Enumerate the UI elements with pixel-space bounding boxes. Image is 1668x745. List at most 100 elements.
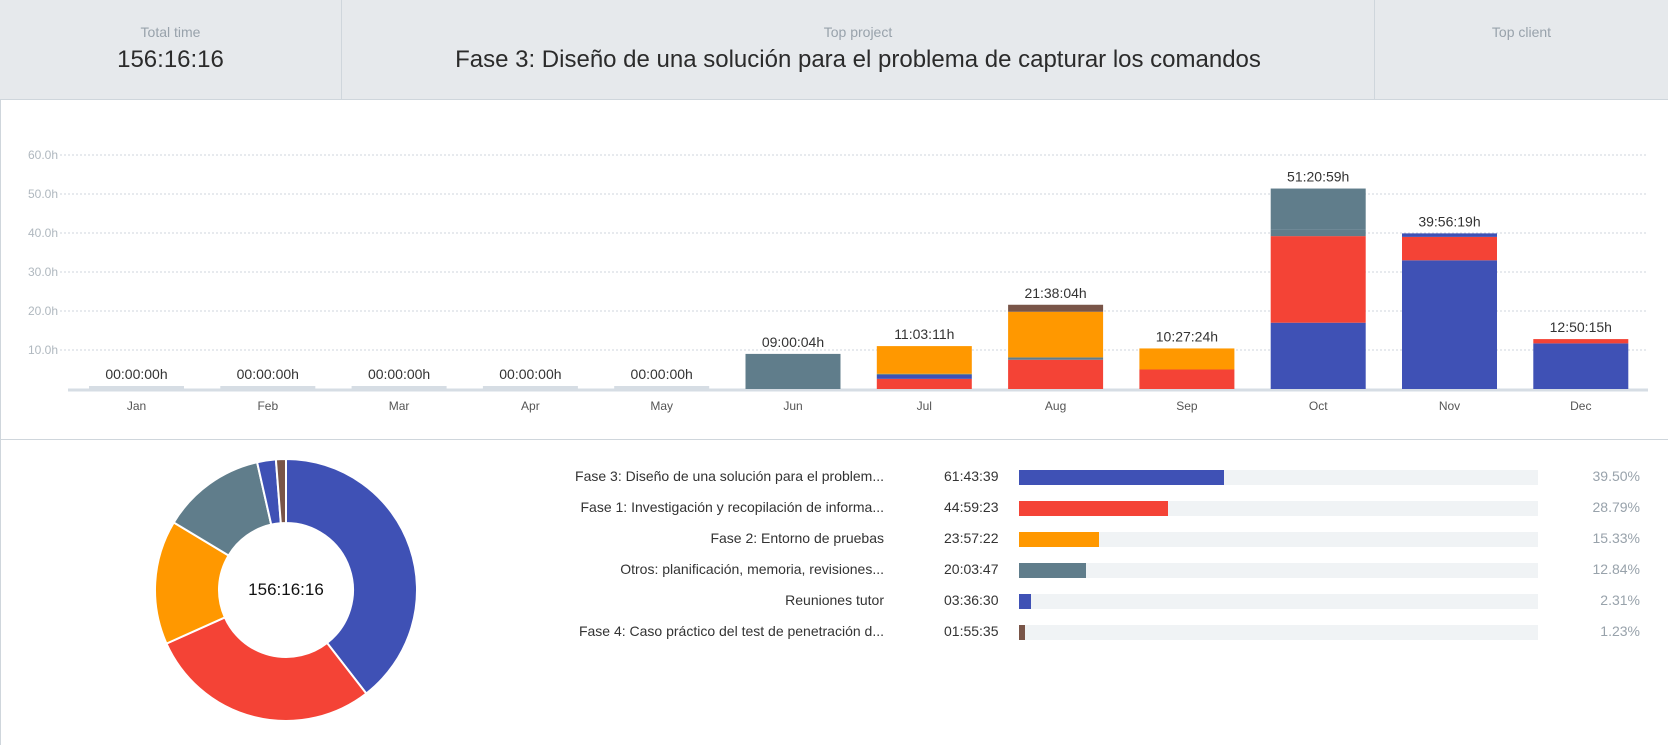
- donut-slice: [285, 457, 418, 695]
- project-percent: 15.33%: [1592, 530, 1640, 546]
- bar-empty: [614, 386, 710, 389]
- bar-segment: [1402, 233, 1497, 237]
- project-name: Fase 3: Diseño de una solución para el p…: [575, 468, 884, 484]
- bar-segment: [1139, 348, 1235, 370]
- project-name: Fase 2: Entorno de pruebas: [710, 530, 884, 546]
- y-tick-label: 20.0h: [28, 304, 58, 318]
- project-time: 44:59:23: [944, 499, 999, 515]
- project-progress-fill: [1019, 594, 1031, 609]
- bar-segment: [1402, 236, 1497, 261]
- x-tick-label: Jul: [917, 399, 932, 413]
- project-name: Fase 4: Caso práctico del test de penetr…: [578, 623, 884, 639]
- project-progress-track: [1019, 594, 1538, 609]
- bar-segment: [876, 346, 972, 374]
- monthly-bar-chart: 10.0h 20.0h 30.0h 40.0h 50.0h 60.0h 00:00:00h J…: [28, 148, 1648, 413]
- project-time: 20:03:47: [944, 561, 999, 577]
- x-tick-label: Jan: [127, 399, 146, 413]
- project-name: Fase 1: Investigación y recopilación de …: [580, 499, 885, 515]
- x-tick-label: Sep: [1176, 399, 1198, 413]
- bar-empty: [482, 386, 578, 389]
- project-percent: 12.84%: [1592, 561, 1640, 577]
- bar-empty: [220, 386, 316, 389]
- bar-total-label: 10:27:24h: [1156, 328, 1218, 344]
- bar-segment: [1402, 260, 1497, 389]
- bar-empty: [89, 386, 184, 389]
- bar-segment: [876, 374, 972, 379]
- project-row[interactable]: Fase 2: Entorno de pruebas 23:57:22 15.33%: [0, 522, 1668, 553]
- frame-border: [0, 100, 1, 745]
- project-name: Otros: planificación, memoria, revisione…: [620, 561, 884, 577]
- top-client-card: Top client: [1375, 0, 1668, 100]
- project-percent: 1.23%: [1600, 623, 1640, 639]
- bar-segment: [1270, 322, 1366, 389]
- bar-segment: [1139, 369, 1235, 389]
- x-tick-label: Nov: [1439, 399, 1460, 413]
- bar-total-label: 21:38:04h: [1024, 285, 1086, 301]
- y-tick-label: 40.0h: [28, 226, 58, 240]
- project-row[interactable]: Fase 4: Caso práctico del test de penetr…: [0, 615, 1668, 646]
- y-tick-label: 50.0h: [28, 187, 58, 201]
- bar-segment: [745, 353, 841, 389]
- y-tick-label: 30.0h: [28, 265, 58, 279]
- bar-total-label: 09:00:04h: [762, 334, 824, 350]
- project-progress-fill: [1019, 532, 1099, 547]
- project-progress-track: [1019, 501, 1538, 516]
- bar-total-label: 11:03:11h: [894, 326, 954, 342]
- bar-total-label: 51:20:59h: [1287, 169, 1349, 185]
- bar-segment: [1270, 229, 1366, 237]
- section-divider: [0, 439, 1668, 440]
- project-progress-fill: [1019, 470, 1224, 485]
- x-tick-label: May: [650, 399, 673, 413]
- project-percent: 28.79%: [1592, 499, 1640, 515]
- project-progress-fill: [1019, 625, 1026, 640]
- project-row[interactable]: Reuniones tutor 03:36:30 2.31%: [0, 584, 1668, 615]
- donut-slice: [274, 457, 287, 525]
- bar-segment: [876, 373, 972, 375]
- project-progress-fill: [1019, 563, 1086, 578]
- bar-total-label: 00:00:00h: [631, 366, 693, 382]
- project-progress-track: [1019, 470, 1538, 485]
- total-time-value: 156:16:16: [117, 46, 224, 73]
- donut-slice: [165, 616, 368, 722]
- bar-segment: [876, 378, 972, 389]
- donut-center-total: 156:16:16: [248, 580, 324, 599]
- bar-total-label: 39:56:19h: [1418, 213, 1480, 229]
- top-client-label: Top client: [1491, 24, 1552, 40]
- bar-total-label: 00:00:00h: [499, 366, 561, 382]
- project-progress-track: [1019, 563, 1538, 578]
- summary-bar: Total time 156:16:16 Top project Fase 3:…: [0, 0, 1668, 100]
- project-time: 03:36:30: [944, 592, 999, 608]
- project-percent: 39.50%: [1592, 468, 1640, 484]
- y-tick-label: 60.0h: [28, 148, 58, 162]
- x-tick-label: Aug: [1045, 399, 1066, 413]
- x-tick-label: Feb: [257, 399, 278, 413]
- project-name: Reuniones tutor: [785, 592, 884, 608]
- bar-total-label: 00:00:00h: [368, 366, 430, 382]
- x-tick-label: Mar: [389, 399, 410, 413]
- project-time: 23:57:22: [944, 530, 999, 546]
- x-tick-label: Jun: [783, 399, 802, 413]
- bar-total-label: 00:00:00h: [105, 366, 167, 382]
- y-tick-label: 10.0h: [28, 343, 58, 357]
- top-project-label: Top project: [823, 24, 893, 40]
- x-tick-label: Apr: [521, 399, 540, 413]
- bar-segment: [1008, 357, 1104, 360]
- top-project-value: Fase 3: Diseño de una solución para el p…: [455, 46, 1261, 73]
- bar-segment: [1008, 304, 1104, 312]
- project-progress-track: [1019, 625, 1538, 640]
- bar-empty: [351, 386, 447, 389]
- project-progress-fill: [1019, 501, 1169, 516]
- bar-segment: [1270, 188, 1366, 230]
- project-row[interactable]: Fase 1: Investigación y recopilación de …: [0, 491, 1668, 522]
- top-project-card: Top project Fase 3: Diseño de una soluci…: [342, 0, 1375, 100]
- project-progress-track: [1019, 532, 1538, 547]
- total-time-card: Total time 156:16:16: [0, 0, 342, 100]
- x-tick-label: Oct: [1309, 399, 1328, 413]
- project-percent: 2.31%: [1600, 592, 1640, 608]
- project-row[interactable]: Fase 3: Diseño de una solución para el p…: [0, 460, 1668, 491]
- project-row[interactable]: Otros: planificación, memoria, revisione…: [0, 553, 1668, 584]
- bar-segment: [1270, 236, 1366, 323]
- bar-segment: [1533, 339, 1629, 344]
- project-time: 01:55:35: [944, 623, 999, 639]
- bar-segment: [1008, 311, 1104, 358]
